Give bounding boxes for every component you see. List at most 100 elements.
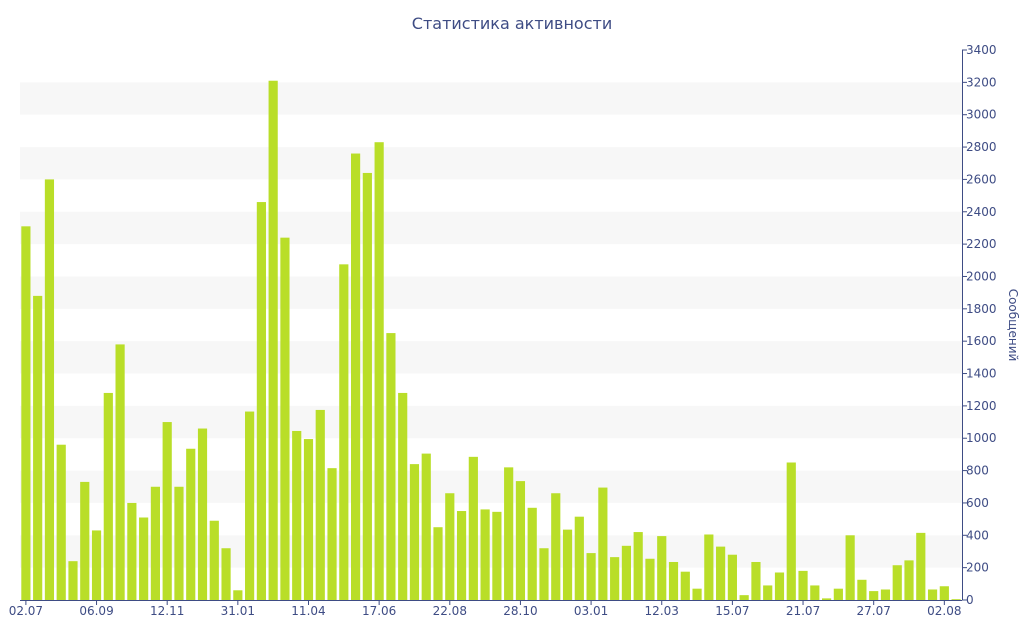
bar: [468, 456, 478, 600]
bar: [880, 589, 891, 600]
bar: [268, 80, 278, 601]
bar: [774, 572, 785, 600]
y-tick-label: 2200: [966, 237, 997, 251]
bar: [751, 561, 761, 600]
y-tick-label: 400: [966, 528, 989, 542]
bar: [621, 545, 631, 600]
bar: [845, 535, 855, 600]
bar: [716, 546, 726, 600]
y-tick-label: 1000: [966, 431, 997, 445]
bar: [504, 467, 514, 600]
x-tick-label: 12.11: [150, 604, 184, 618]
bar: [786, 462, 796, 600]
bar: [574, 516, 584, 600]
bar: [68, 561, 78, 600]
x-tick-label: 03.01: [574, 604, 608, 618]
x-tick-label: 02.07: [9, 604, 43, 618]
bar: [904, 560, 914, 600]
x-tick-label: 06.09: [79, 604, 113, 618]
bar: [433, 527, 443, 600]
bar: [409, 464, 420, 600]
bar: [209, 520, 219, 600]
bar: [668, 561, 679, 600]
bar: [115, 344, 125, 600]
bar: [33, 295, 43, 600]
y-tick-label: 1400: [966, 367, 997, 381]
y-tick-label: 1200: [966, 399, 997, 413]
y-tick-label: 2600: [966, 172, 997, 186]
bar: [91, 530, 102, 600]
x-tick-label: 17.06: [362, 604, 396, 618]
bar: [174, 486, 184, 600]
bar: [927, 589, 938, 600]
bar: [492, 511, 502, 600]
x-tick-label: 28.10: [503, 604, 537, 618]
y-tick-label: 2000: [966, 269, 997, 283]
bar: [292, 430, 302, 600]
grid-band: [20, 147, 962, 180]
y-tick-label: 600: [966, 496, 989, 510]
bar: [421, 453, 431, 600]
bar: [280, 237, 290, 600]
x-axis-ticks: 02.07 06.09 12.11 31.01 11.04 17.06 22.08 28.10…: [9, 600, 962, 618]
grid-band: [20, 276, 962, 309]
grid-band: [20, 405, 962, 439]
bar: [150, 486, 160, 600]
y-tick-label: 2400: [966, 205, 997, 219]
x-tick-label: 21.07: [786, 604, 820, 618]
x-tick-label: 27.07: [857, 604, 891, 618]
bar: [445, 493, 455, 600]
x-tick-label: 02.08: [927, 604, 961, 618]
bar: [657, 536, 667, 600]
bar: [527, 507, 537, 600]
bar: [245, 411, 255, 600]
bar: [598, 487, 608, 600]
y-axis-title: Сообщений: [1006, 289, 1020, 362]
bar: [303, 439, 314, 600]
bar: [162, 422, 172, 600]
bar: [562, 529, 573, 600]
grid-band: [20, 535, 962, 568]
y-tick-label: 3200: [966, 75, 997, 89]
bar: [539, 548, 549, 600]
x-tick-label: 15.07: [715, 604, 749, 618]
bar: [939, 586, 949, 600]
bar: [103, 392, 113, 600]
bars: [21, 80, 961, 601]
grid-band: [20, 82, 962, 115]
bar: [374, 142, 384, 600]
bar: [645, 558, 655, 600]
bar: [692, 588, 702, 600]
y-tick-label: 800: [966, 464, 989, 478]
bar: [327, 468, 337, 600]
bar: [551, 493, 561, 600]
bar: [398, 392, 408, 600]
y-axis-ticks: 0 200 400 600 800 1000 1200 1400 1600 1800 2000 220…: [962, 43, 997, 607]
x-tick-label: 11.04: [291, 604, 325, 618]
bar: [186, 448, 196, 600]
grid-band: [20, 211, 962, 245]
y-tick-label: 1800: [966, 302, 997, 316]
chart-title: Статистика активности: [411, 14, 613, 33]
grid-band: [20, 341, 962, 374]
bar: [610, 557, 620, 600]
bar: [892, 565, 902, 600]
bar: [916, 532, 926, 600]
bar: [704, 534, 714, 600]
bar: [739, 595, 749, 600]
bar: [857, 579, 867, 600]
y-tick-label: 0: [966, 593, 974, 607]
bar: [810, 585, 820, 600]
y-tick-label: 2800: [966, 140, 997, 154]
bar: [351, 153, 361, 600]
bar: [798, 570, 808, 600]
bar: [21, 226, 31, 600]
grid-band: [20, 470, 962, 503]
y-tick-label: 1600: [966, 334, 997, 348]
bar: [315, 409, 325, 600]
bar: [386, 333, 396, 600]
bar: [727, 554, 737, 600]
bar: [127, 502, 137, 600]
y-tick-label: 3400: [966, 43, 997, 57]
